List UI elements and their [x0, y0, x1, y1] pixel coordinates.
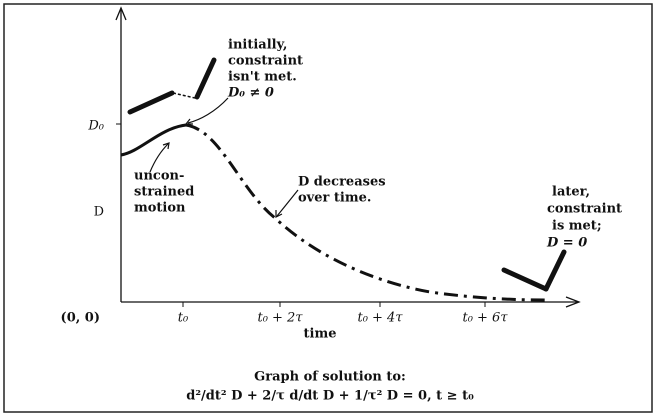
gap: [173, 93, 195, 98]
annotation-line: constraint: [547, 202, 622, 217]
x-tick-label: t₀: [178, 311, 189, 326]
annotation-line: later,: [552, 185, 590, 200]
caption-equation: d²/dt² D + 2/τ d/dt D + 1/τ² D = 0, t ≥ …: [186, 389, 474, 404]
caption-title: Graph of solution to:: [254, 370, 406, 385]
annotation-line: is met;: [552, 219, 602, 234]
x-tick-label: t₀ + 6τ: [462, 311, 508, 326]
unconstrained-curve: [121, 125, 186, 155]
x-ticks: [183, 302, 485, 307]
annotation-line: D decreases: [298, 175, 386, 190]
x-label: time: [304, 327, 337, 342]
origin-label: (0, 0): [61, 311, 100, 326]
figure: D₀ D (0, 0) t₀ t₀ + 2τ t₀ + 4τ t₀ + 6τ t…: [0, 0, 657, 417]
y-label: D: [94, 205, 104, 220]
solution-curve: [186, 125, 545, 300]
annotation-line: constraint: [228, 54, 303, 69]
annotation-line: D = 0: [546, 236, 587, 251]
x-tick-label: t₀ + 4τ: [357, 311, 403, 326]
annotation-line: initially,: [228, 38, 287, 53]
annotation-line: uncon-: [134, 169, 184, 184]
annotation-line: strained: [134, 185, 194, 200]
annotation-line: motion: [134, 201, 186, 216]
annotation-line: over time.: [298, 191, 371, 206]
y-tick-label: D₀: [87, 119, 104, 134]
x-tick-label: t₀ + 2τ: [257, 311, 303, 326]
annotation-line: isn't met.: [228, 70, 297, 85]
annotation-line: D₀ ≠ 0: [227, 86, 274, 101]
